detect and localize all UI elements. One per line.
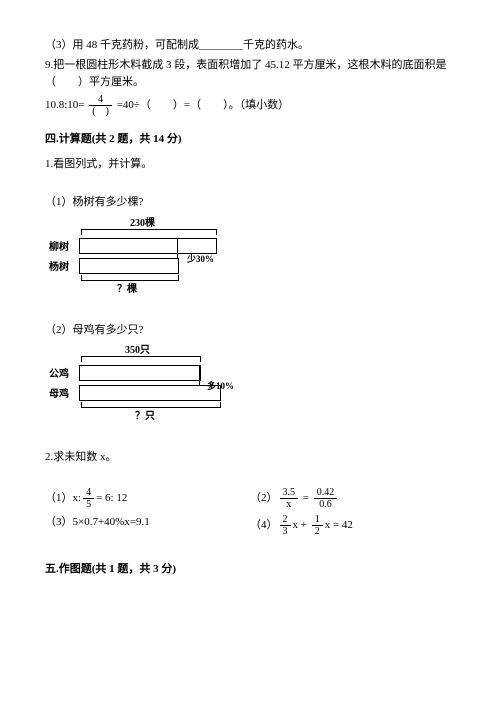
question-10: 10.8:10= 4 ( ) =40÷（ ）=（ ）。（填小数） <box>45 94 455 117</box>
eq1-num: 4 <box>83 487 94 499</box>
eq4-b: x = 42 <box>325 519 353 531</box>
diagA-label-willow: 柳树 <box>49 240 69 256</box>
diagB-label-hen: 母鸡 <box>49 387 69 403</box>
q10-fraction: 4 ( ) <box>89 94 112 117</box>
equation-2: （2）3.5x = 0.420.6 <box>250 487 455 510</box>
eq2-den1: x <box>280 499 299 510</box>
equation-row-1: （1）x:45= 6: 12 （2）3.5x = 0.420.6 <box>45 487 455 510</box>
diagB-bar-hen <box>79 385 221 401</box>
eq1-den: 5 <box>83 499 94 510</box>
diagA-bottom-brace <box>81 275 179 281</box>
question-9: 9.把一根圆柱形木料截成 3 段，表面积增加了 45.12 平方厘米，这根木料的… <box>45 57 455 92</box>
section-4-q2: 2.求未知数 x。 <box>45 449 455 467</box>
section-4-q1-2: （2）母鸡有多少只? <box>45 322 455 340</box>
eq2-frac2: 0.420.6 <box>314 487 338 510</box>
eq4-num1: 2 <box>280 514 291 526</box>
eq4-den2: 2 <box>312 526 323 537</box>
eq4-num2: 1 <box>312 514 323 526</box>
eq2-frac1: 3.5x <box>280 487 299 510</box>
q10-numerator: 4 <box>89 94 112 106</box>
diagA-bar-poplar <box>79 258 179 274</box>
diagram-chickens: 350只 公鸡 母鸡 多10% ？只 <box>45 347 245 425</box>
diagB-bar-rooster <box>79 365 201 381</box>
equation-1: （1）x:45= 6: 12 <box>45 487 250 510</box>
eq4-frac1: 23 <box>280 514 291 537</box>
equation-4: （4）23x + 12x = 42 <box>250 514 455 537</box>
eq4-a: （4） <box>250 519 278 531</box>
section-4-q1-1: （1）杨树有多少棵? <box>45 194 455 212</box>
eq2-mid: = <box>300 492 312 504</box>
diagB-bottom-brace <box>81 402 221 408</box>
eq2-a: （2） <box>250 492 278 504</box>
diagram-trees: 230棵 柳树 杨树 少30% ？棵 <box>45 220 235 298</box>
eq2-num1: 3.5 <box>280 487 299 499</box>
eq4-mid: x + <box>293 519 310 531</box>
diagA-label-poplar: 杨树 <box>49 260 69 276</box>
question-3: （3）用 48 千克药粉，可配制成________千克的药水。 <box>45 37 455 55</box>
q10-denominator: ( ) <box>89 106 112 117</box>
equation-3: （3）5×0.7+40%x=9.1 <box>45 514 250 537</box>
q10-part-a: 10.8:10= <box>45 99 85 111</box>
equation-row-2: （3）5×0.7+40%x=9.1 （4）23x + 12x = 42 <box>45 514 455 537</box>
eq2-den2: 0.6 <box>314 499 338 510</box>
diagB-bottom-label: ？只 <box>135 409 155 425</box>
q10-part-b: =40÷（ ）=（ ）。（填小数） <box>117 99 289 111</box>
diagA-bottom-label: ？棵 <box>117 282 137 298</box>
diagB-label-rooster: 公鸡 <box>49 367 69 383</box>
eq2-num2: 0.42 <box>314 487 338 499</box>
section-5-title: 五.作图题(共 1 题，共 3 分) <box>45 561 455 579</box>
eq1-fraction: 45 <box>83 487 94 510</box>
diagA-right-label: 少30% <box>187 252 214 266</box>
eq4-frac2: 12 <box>312 514 323 537</box>
eq1-b: = 6: 12 <box>96 492 127 504</box>
eq1-a: （1）x: <box>45 492 81 504</box>
section-4-title: 四.计算题(共 2 题，共 14 分) <box>45 131 455 149</box>
diagB-top-brace <box>81 356 201 362</box>
diagB-right-label: 多10% <box>207 379 234 393</box>
section-4-q1: 1.看图列式，并计算。 <box>45 156 455 174</box>
diagA-top-brace <box>81 229 217 235</box>
eq4-den1: 3 <box>280 526 291 537</box>
